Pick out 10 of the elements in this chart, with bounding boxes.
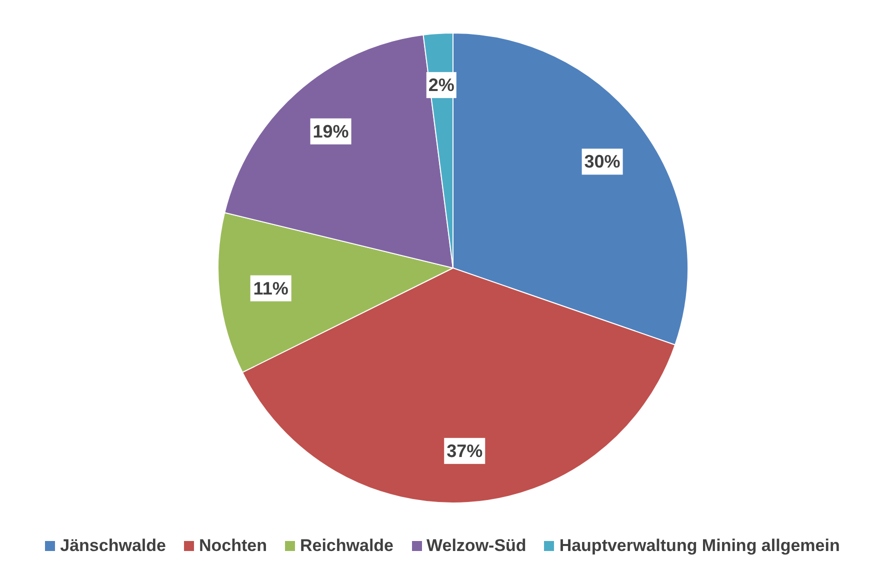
data-label: 19%	[312, 121, 349, 142]
legend-label: Reichwalde	[300, 536, 394, 556]
data-label: 2%	[428, 75, 454, 96]
data-label: 37%	[446, 440, 483, 461]
data-label: 30%	[584, 152, 620, 172]
legend-label: Hauptverwaltung Mining allgemein	[559, 536, 840, 556]
legend-label: Jänschwalde	[60, 536, 166, 556]
data-label: 11%	[253, 278, 288, 298]
legend-label: Nochten	[198, 536, 267, 556]
legend-label: Welzow-Süd	[426, 536, 526, 556]
